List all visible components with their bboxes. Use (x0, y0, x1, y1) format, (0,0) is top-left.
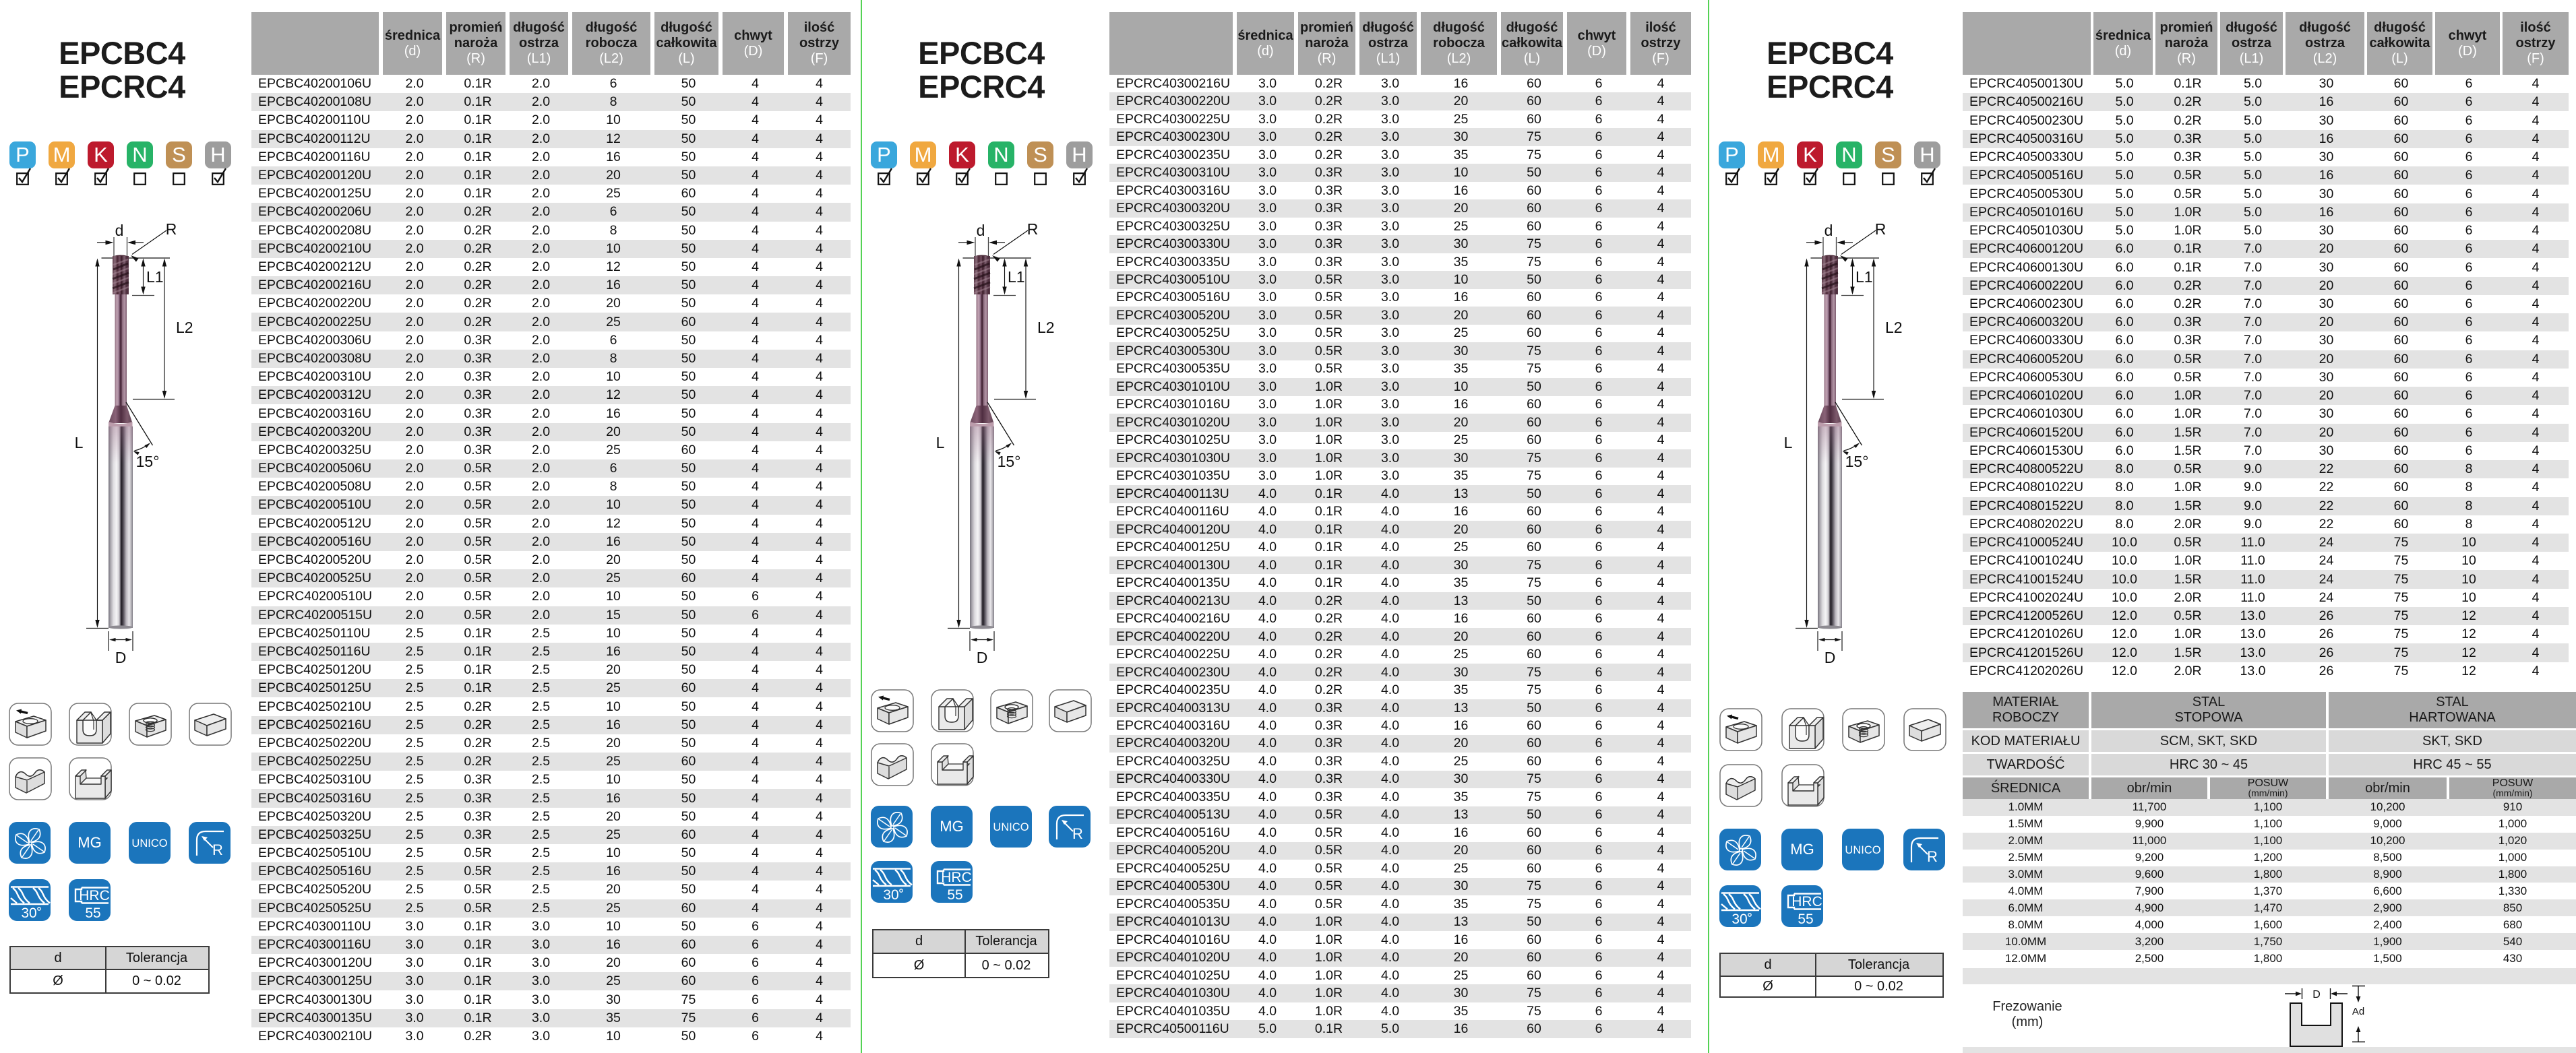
svg-text:R: R (166, 220, 177, 238)
svg-text:UNICO: UNICO (131, 837, 167, 850)
svg-text:55: 55 (947, 887, 962, 903)
svg-text:d: d (115, 222, 124, 239)
svg-text:D: D (2312, 989, 2321, 1000)
svg-text:L2: L2 (1037, 319, 1055, 336)
svg-text:15°: 15° (998, 453, 1021, 470)
svg-text:L1: L1 (1008, 268, 1025, 286)
svg-text:MG: MG (1790, 841, 1814, 858)
svg-text:R: R (1875, 220, 1887, 238)
svg-text:UNICO: UNICO (993, 821, 1029, 833)
svg-text:30: 30 (1731, 912, 1747, 927)
svg-text:L2: L2 (176, 319, 193, 336)
svg-text:R: R (212, 841, 223, 858)
svg-text:d: d (1824, 222, 1833, 239)
svg-text:HRC: HRC (79, 888, 110, 903)
svg-text:d: d (977, 222, 985, 239)
svg-text:55: 55 (85, 905, 100, 921)
svg-text:L1: L1 (146, 268, 164, 286)
svg-text:MG: MG (78, 834, 101, 851)
svg-text:R: R (1072, 825, 1083, 842)
svg-text:L: L (936, 434, 945, 451)
svg-text:L: L (1784, 434, 1793, 451)
svg-text:HRC: HRC (941, 870, 972, 885)
svg-text:D: D (977, 649, 988, 666)
svg-text:15°: 15° (1845, 453, 1869, 470)
svg-text:UNICO: UNICO (1845, 844, 1880, 856)
svg-text:D: D (115, 649, 127, 666)
svg-text:L: L (75, 434, 84, 451)
svg-text:D: D (1824, 649, 1836, 666)
svg-text:MG: MG (940, 818, 963, 835)
svg-text:L1: L1 (1856, 268, 1873, 286)
svg-text:HRC: HRC (1791, 894, 1822, 910)
svg-text:15°: 15° (136, 453, 160, 470)
svg-text:L2: L2 (1885, 319, 1903, 336)
svg-text:R: R (1927, 848, 1938, 865)
svg-text:R: R (1027, 220, 1039, 238)
svg-text:55: 55 (1798, 912, 1813, 927)
svg-text:30: 30 (883, 887, 898, 903)
svg-text:30: 30 (21, 905, 36, 921)
svg-text:Ad: Ad (2352, 1006, 2364, 1017)
